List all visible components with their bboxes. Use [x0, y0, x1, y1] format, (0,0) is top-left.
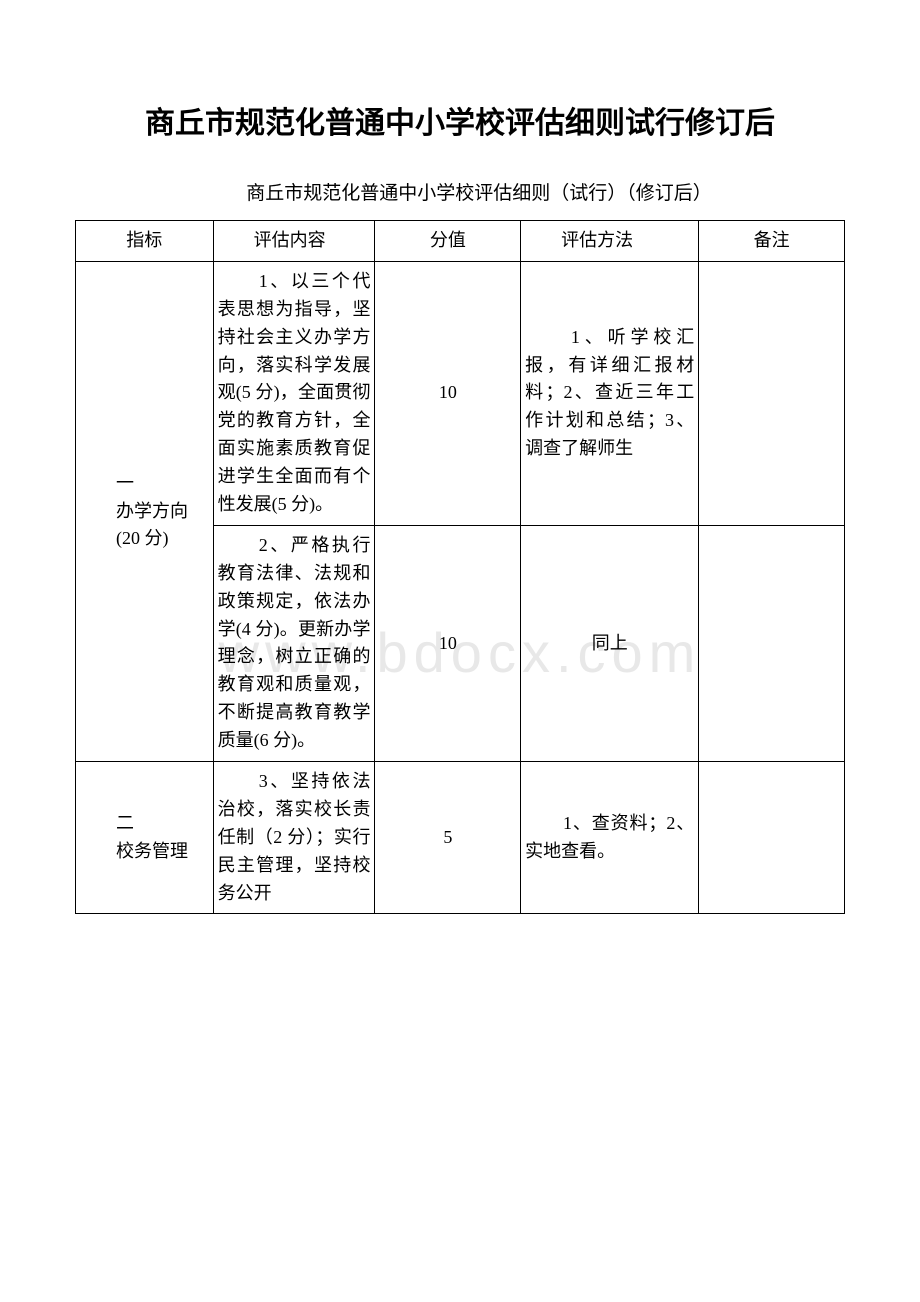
indicator-cell: 一 办学方向 (20 分): [76, 261, 214, 761]
indicator-line: (20 分): [80, 525, 209, 553]
score-cell: 10: [375, 525, 521, 761]
table-header-row: 指标 评估内容 分值 评估方法 备注: [76, 221, 845, 262]
col-header-score: 分值: [375, 221, 521, 262]
indicator-cell: 二 校务管理: [76, 762, 214, 914]
indicator-line: 二: [80, 810, 209, 838]
page-title: 商丘市规范化普通中小学校评估细则试行修订后: [75, 100, 845, 148]
content-cell: 1、以三个代表思想为指导，坚持社会主义办学方向，落实科学发展观(5 分)，全面贯…: [213, 261, 375, 525]
method-cell: 同上: [521, 525, 699, 761]
indicator-line: 办学方向: [80, 498, 209, 526]
score-cell: 10: [375, 261, 521, 525]
indicator-line: 校务管理: [80, 838, 209, 866]
table-row: 二 校务管理 3、坚持依法治校，落实校长责任制（2 分）；实行民主管理，坚持校务…: [76, 762, 845, 914]
method-cell: 1、听学校汇报，有详细汇报材料；2、查近三年工作计划和总结；3、调查了解师生: [521, 261, 699, 525]
col-header-content: 评估内容: [213, 221, 375, 262]
col-header-remark: 备注: [699, 221, 845, 262]
content-cell: 3、坚持依法治校，落实校长责任制（2 分）；实行民主管理，坚持校务公开: [213, 762, 375, 914]
col-header-indicator: 指标: [76, 221, 214, 262]
evaluation-table: 指标 评估内容 分值 评估方法 备注 一 办学方向 (20 分) 1、以三个代表…: [75, 220, 845, 914]
page-subtitle: 商丘市规范化普通中小学校评估细则（试行）（修订后）: [75, 178, 845, 205]
remark-cell: [699, 762, 845, 914]
method-cell: 1、查资料；2、实地查看。: [521, 762, 699, 914]
content-cell: 2、严格执行教育法律、法规和政策规定，依法办学(4 分)。更新办学理念，树立正确…: [213, 525, 375, 761]
col-header-method: 评估方法: [521, 221, 699, 262]
remark-cell: [699, 261, 845, 525]
score-cell: 5: [375, 762, 521, 914]
remark-cell: [699, 525, 845, 761]
indicator-line: 一: [80, 470, 209, 498]
table-row: 一 办学方向 (20 分) 1、以三个代表思想为指导，坚持社会主义办学方向，落实…: [76, 261, 845, 525]
